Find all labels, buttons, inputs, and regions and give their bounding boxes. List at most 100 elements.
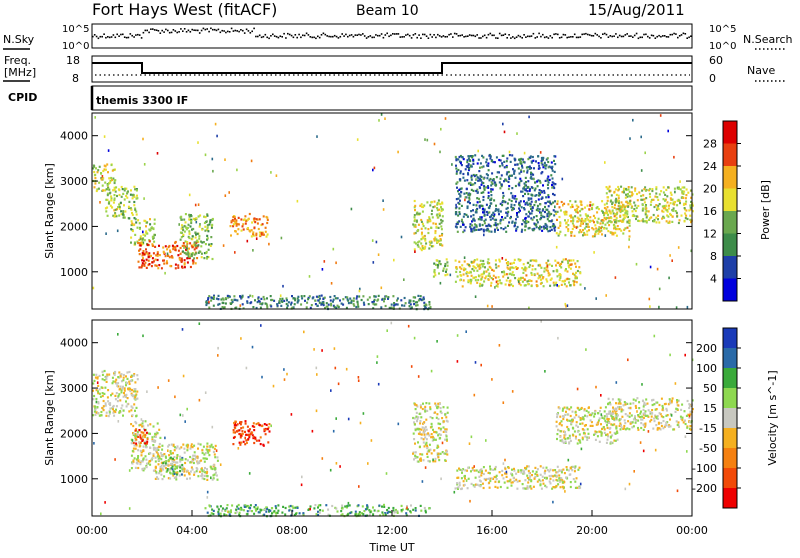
scatter-cell	[627, 193, 629, 195]
scatter-cell	[419, 420, 421, 422]
noise-point	[377, 35, 379, 37]
scatter-cell	[180, 232, 182, 234]
scatter-cell	[207, 297, 209, 299]
scatter-cell	[206, 448, 208, 450]
scatter-cell	[567, 278, 569, 280]
nave-tick-top: 60	[709, 54, 723, 67]
scatter-cell	[216, 298, 218, 300]
scatter-cell	[131, 405, 133, 407]
scatter-cell	[422, 245, 424, 247]
scatter-cell	[520, 277, 522, 279]
scatter-cell	[566, 407, 568, 409]
noise-point	[683, 33, 685, 35]
scatter-cell	[627, 227, 629, 229]
scatter-cell	[421, 228, 423, 230]
scatter-cell	[419, 446, 421, 448]
scatter-cell	[193, 260, 195, 262]
scatter-cell	[690, 207, 692, 209]
scatter-cell	[609, 186, 611, 188]
noise-point	[244, 32, 246, 34]
scatter-cell	[572, 222, 574, 224]
scatter-cell	[206, 446, 208, 448]
noise-point	[120, 34, 122, 36]
scatter-cell	[508, 188, 510, 190]
scatter-cell	[539, 167, 541, 169]
scatter-cell	[213, 296, 215, 298]
scatter-cell	[458, 207, 460, 209]
scatter-cell	[222, 297, 224, 299]
scatter-cell	[439, 214, 441, 216]
scatter-cell	[422, 211, 424, 213]
scatter-cell	[482, 265, 484, 267]
noise-point	[302, 35, 304, 37]
cpid-program: themis 3300 IF	[96, 94, 188, 107]
noise-point	[619, 35, 621, 37]
scatter-cell	[159, 437, 161, 439]
scatter-cell	[280, 305, 282, 307]
scatter-cell	[564, 219, 566, 221]
scatter-cell	[597, 233, 599, 235]
scatter-cell	[206, 479, 208, 481]
scatter-cell	[114, 214, 116, 216]
scatter-cell	[500, 210, 502, 212]
scatter-cell	[166, 248, 168, 250]
scatter-cell	[567, 437, 569, 439]
noise-point	[270, 35, 272, 37]
scatter-cell	[108, 202, 110, 204]
scatter-cell	[628, 230, 630, 232]
scatter-cell	[363, 302, 365, 304]
scatter-cell	[105, 199, 107, 201]
scatter-cell	[601, 417, 603, 419]
scatter-cell	[570, 259, 572, 261]
scatter-cell	[423, 438, 425, 440]
scatter-cell	[619, 208, 621, 210]
noise-point	[677, 37, 679, 39]
scatter-cell	[217, 479, 219, 481]
noise-point	[401, 36, 403, 38]
scatter-cell	[610, 436, 612, 438]
scatter-cell	[569, 200, 571, 202]
scatter-cell	[105, 405, 107, 407]
scatter-cell	[568, 442, 570, 444]
scatter-cell	[542, 197, 544, 199]
scatter-cell	[130, 423, 132, 425]
scatter-cell	[415, 509, 417, 511]
scatter-cell	[545, 167, 547, 169]
scatter-cell	[515, 228, 517, 230]
scatter-cell	[416, 412, 418, 414]
scatter-cell	[550, 213, 552, 215]
noise-point	[343, 35, 345, 37]
noise-point	[216, 30, 218, 32]
scatter-cell	[480, 480, 482, 482]
scatter-cell	[547, 161, 549, 163]
scatter-cell	[536, 226, 538, 228]
scatter-cell	[495, 466, 497, 468]
scatter-cell	[122, 214, 124, 216]
noise-point	[491, 35, 493, 37]
scatter-cell	[481, 155, 483, 157]
scatter-cell	[575, 414, 577, 416]
scatter-cell	[130, 380, 132, 382]
scatter-cell	[530, 175, 532, 177]
scatter-cell	[524, 152, 526, 155]
scatter-cell	[480, 162, 482, 164]
scatter-cell	[237, 233, 239, 235]
scatter-cell	[226, 507, 228, 509]
scatter-cell	[420, 406, 422, 408]
scatter-cell	[243, 441, 245, 443]
scatter-cell	[174, 468, 176, 470]
scatter-cell	[571, 419, 573, 421]
scatter-cell	[475, 477, 477, 479]
scatter-cell	[678, 222, 680, 224]
scatter-cell	[564, 472, 566, 474]
scatter-cell	[508, 171, 510, 173]
scatter-cell	[414, 220, 416, 222]
scatter-cell	[563, 442, 565, 444]
scatter-cell	[567, 224, 569, 226]
scatter-cell	[488, 224, 490, 226]
scatter-cell	[138, 261, 140, 263]
scatter-cell	[575, 272, 577, 274]
scatter-cell	[658, 306, 660, 309]
scatter-cell	[562, 486, 564, 488]
scatter-cell	[685, 215, 687, 217]
